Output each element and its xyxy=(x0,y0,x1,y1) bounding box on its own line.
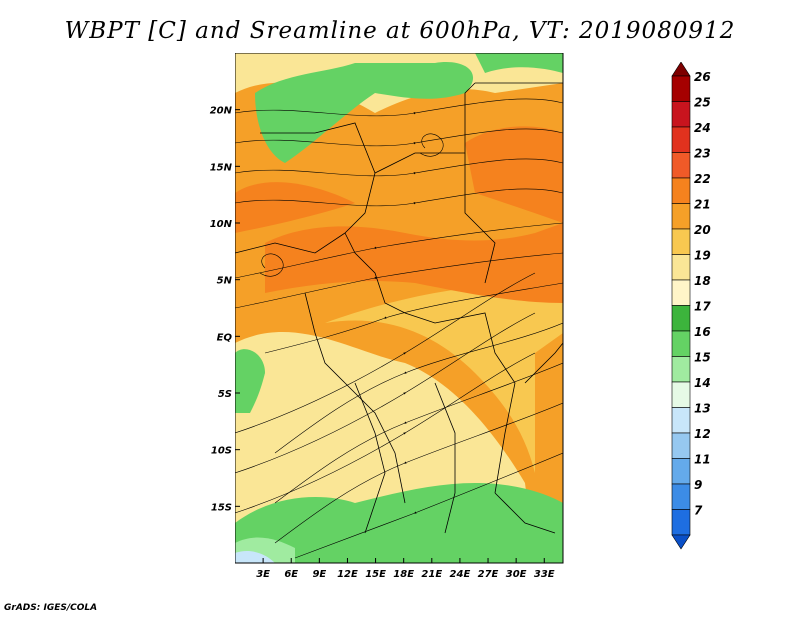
colorbar-swatch xyxy=(671,458,691,485)
wbpt-field-22-west xyxy=(235,182,355,233)
colorbar-swatch xyxy=(671,330,691,357)
colorbar-swatch xyxy=(671,177,691,204)
colorbar-label: 13 xyxy=(694,402,711,416)
colorbar-label: 19 xyxy=(694,249,711,263)
lon-tick-label: 33E xyxy=(534,569,555,580)
colorbar-label: 23 xyxy=(694,147,711,161)
colorbar-label: 11 xyxy=(694,453,711,467)
wbpt-field-17-west xyxy=(235,349,265,413)
colorbar-swatch xyxy=(671,509,691,536)
lon-tick-label: 6E xyxy=(284,569,298,580)
colorbar-label: 12 xyxy=(694,427,711,441)
colorbar: 26 25 24 23 22 21 20 19 18 17 16 15 14 13 12 11 9 7 xyxy=(671,62,711,550)
latitude-axis: 20N 15N 10N 5N EQ 5S 10S 15S xyxy=(210,106,240,513)
colorbar-swatch xyxy=(671,75,691,102)
colorbar-bottom-arrow xyxy=(671,534,691,550)
colorbar-label: 25 xyxy=(694,96,711,110)
colorbar-swatch xyxy=(671,407,691,434)
lon-tick-label: 15E xyxy=(365,569,386,580)
colorbar-label: 20 xyxy=(694,223,711,237)
lon-tick-label: 12E xyxy=(337,569,358,580)
lon-tick-label: 30E xyxy=(506,569,527,580)
streamlines xyxy=(235,98,563,559)
colorbar-swatch xyxy=(671,432,691,459)
lat-tick-label: 15N xyxy=(210,162,233,173)
lat-tick-label: 5N xyxy=(217,276,233,287)
colorbar-label: 14 xyxy=(694,376,711,390)
colorbar-label: 7 xyxy=(694,504,703,518)
lat-tick-label: 15S xyxy=(211,502,232,513)
wbpt-field-15-southwest xyxy=(235,551,275,563)
lon-tick-label: 9E xyxy=(312,569,326,580)
colorbar-swatch xyxy=(671,279,691,306)
colorbar-label: 17 xyxy=(694,300,711,314)
colorbar-label: 21 xyxy=(694,198,711,212)
lat-tick-label: 10N xyxy=(210,219,233,230)
lat-tick-label: 20N xyxy=(210,106,233,117)
wbpt-field-17-northeast xyxy=(475,53,563,73)
longitude-axis: 3E 6E 9E 12E 15E 18E 21E 24E 27E 30E 33E xyxy=(256,558,555,580)
country-borders xyxy=(235,82,563,534)
colorbar-swatch xyxy=(671,305,691,332)
wbpt-field-17-south xyxy=(235,483,563,563)
lat-tick-label: EQ xyxy=(217,332,233,343)
wbpt-field-22-northeast xyxy=(465,126,563,223)
colorbar-swatch xyxy=(671,126,691,153)
colorbar-swatch xyxy=(671,356,691,383)
colorbar-label: 15 xyxy=(694,351,711,365)
colorbar-swatch xyxy=(671,483,691,510)
lon-tick-label: 18E xyxy=(393,569,414,580)
colorbar-label: 26 xyxy=(694,70,711,84)
colorbar-top-arrow xyxy=(671,62,691,77)
map-panel: 3E 6E 9E 12E 15E 18E 21E 24E 27E 30E 33E xyxy=(235,53,564,580)
plot-frame xyxy=(235,53,564,564)
wbpt-field-22-center xyxy=(265,223,563,303)
colorbar-label: 9 xyxy=(694,478,702,492)
lat-tick-label: 10S xyxy=(211,446,232,457)
colorbar-label: 16 xyxy=(694,325,711,339)
colorbar-swatch xyxy=(671,152,691,179)
colorbar-swatch xyxy=(671,254,691,281)
colorbar-swatch xyxy=(671,228,691,255)
colorbar-label: 22 xyxy=(694,172,711,186)
credit-label: GrADS: IGES/COLA xyxy=(4,603,98,613)
colorbar-swatch xyxy=(671,203,691,230)
lon-tick-label: 24E xyxy=(450,569,471,580)
colorbar-swatch xyxy=(671,381,691,408)
colorbar-swatch xyxy=(671,101,691,128)
chart-title: WBPT [C] and Sreamline at 600hPa, VT: 20… xyxy=(64,18,736,44)
lon-tick-label: 3E xyxy=(256,569,270,580)
lon-tick-label: 27E xyxy=(478,569,499,580)
lon-tick-label: 21E xyxy=(421,569,442,580)
colorbar-label: 18 xyxy=(694,274,711,288)
lat-tick-label: 5S xyxy=(218,389,232,400)
colorbar-label: 24 xyxy=(694,121,711,135)
wbpt-field-17-north xyxy=(255,62,474,163)
